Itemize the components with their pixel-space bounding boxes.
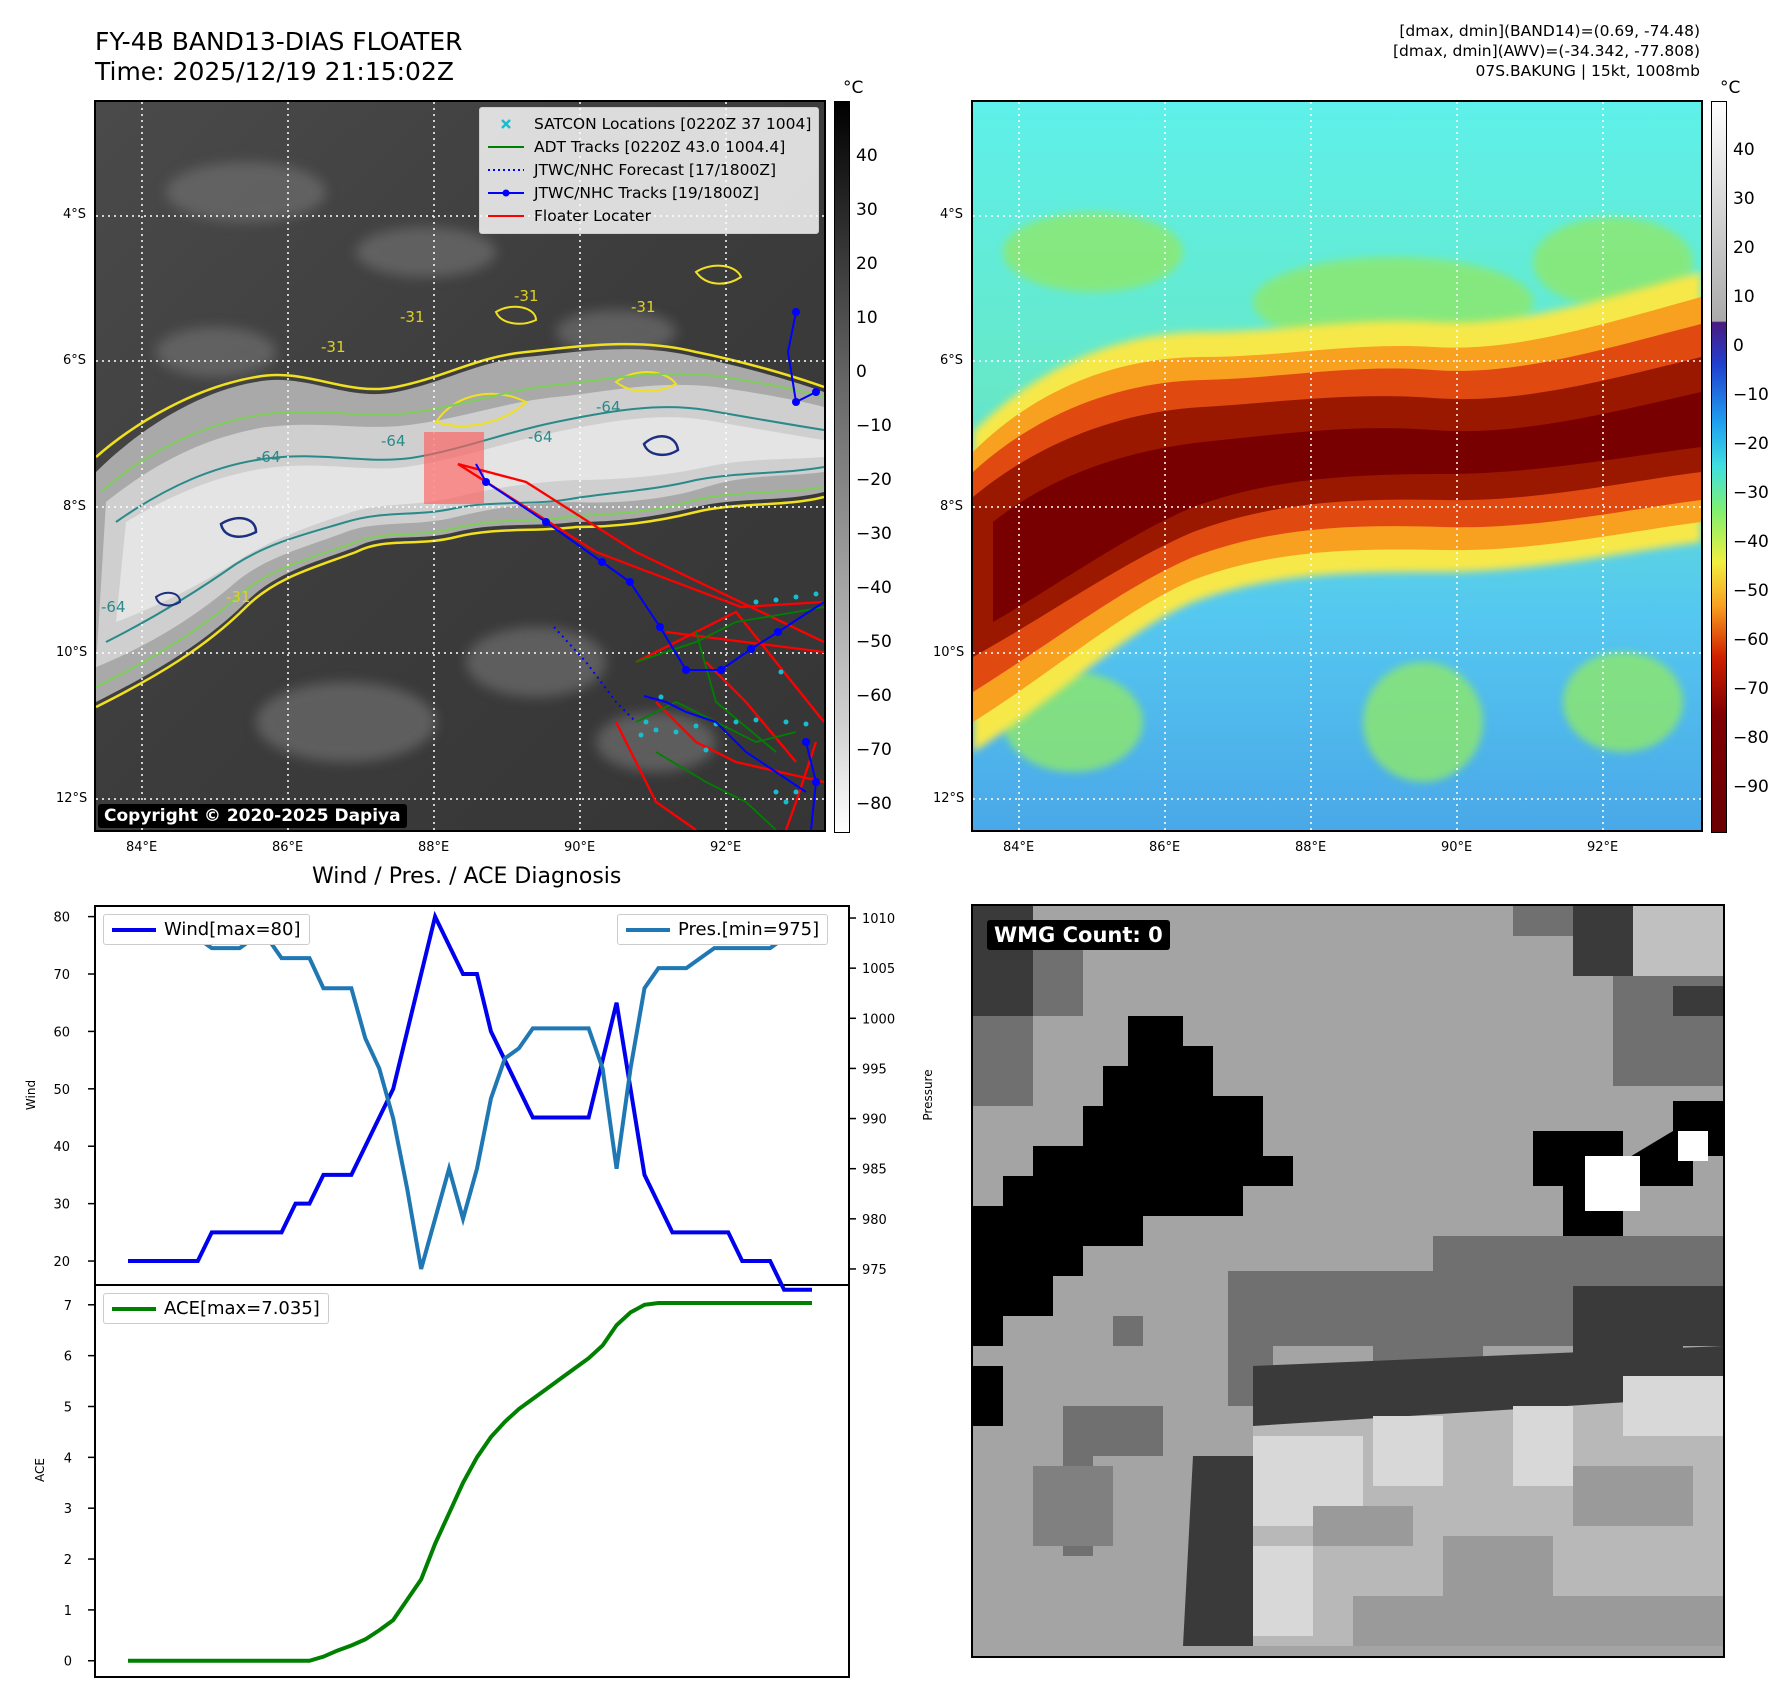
line-icon xyxy=(112,1306,156,1311)
pressure-axis-tick-label: 985 xyxy=(862,1163,887,1178)
contour-label: -31 xyxy=(226,588,251,606)
color-map-panel xyxy=(971,100,1703,832)
dotted-line-icon xyxy=(488,163,524,177)
ace-axis-tick-label: 0 xyxy=(64,1655,72,1670)
lat-label: 8°S xyxy=(63,499,87,514)
wind-axis-tick-label: 70 xyxy=(53,968,70,983)
color-map-image xyxy=(973,102,1701,830)
contour-label: -64 xyxy=(596,398,621,416)
ace-axis-tick-label: 4 xyxy=(64,1451,72,1466)
lat-label: 12°S xyxy=(933,791,965,806)
lat-label: 10°S xyxy=(933,645,965,660)
wind-axis-tick-label: 50 xyxy=(53,1083,70,1098)
ir-map-panel: -31 -31 -31 -31 -64 -64 -64 -64 -64 -31 xyxy=(94,100,826,832)
ace-axis-tick-label: 7 xyxy=(64,1299,72,1314)
wind-legend: Wind[max=80] xyxy=(103,914,310,945)
legend-jtwc-forecast: JTWC/NHC Forecast [17/1800Z] xyxy=(480,158,818,181)
lat-label: 12°S xyxy=(56,791,88,806)
wmg-image xyxy=(973,906,1723,1656)
x-marker-icon xyxy=(488,117,524,131)
ace-legend: ACE[max=7.035] xyxy=(103,1293,329,1324)
contour-label: -64 xyxy=(256,448,281,466)
lon-label: 86°E xyxy=(272,840,304,855)
info-awv: [dmax, dmin](AWV)=(-34.342, -77.808) xyxy=(1393,42,1700,60)
lon-label: 92°E xyxy=(1587,840,1619,855)
contour-label: -64 xyxy=(101,598,126,616)
figure-title: FY-4B BAND13-DIAS FLOATER xyxy=(95,27,463,56)
wmg-panel: WMG Count: 0 xyxy=(971,904,1725,1658)
pressure-axis-tick-label: 995 xyxy=(862,1062,887,1077)
lon-label: 90°E xyxy=(564,840,596,855)
wind-axis-label: Wind xyxy=(24,1080,38,1110)
pressure-axis-tick-label: 990 xyxy=(862,1113,887,1128)
lat-label: 4°S xyxy=(940,207,964,222)
ace-axis-tick-label: 3 xyxy=(64,1502,72,1517)
pressure-axis-tick-label: 1010 xyxy=(862,912,895,927)
lon-label: 84°E xyxy=(126,840,158,855)
ace-axis-tick-label: 1 xyxy=(64,1604,72,1619)
lon-label: 86°E xyxy=(1149,840,1181,855)
legend-jtwc-tracks: JTWC/NHC Tracks [19/1800Z] xyxy=(480,181,818,204)
wind-axis-tick-label: 60 xyxy=(53,1025,70,1040)
legend-adt: ADT Tracks [0220Z 43.0 1004.4] xyxy=(480,135,818,158)
lat-label: 10°S xyxy=(56,645,88,660)
lon-label: 90°E xyxy=(1441,840,1473,855)
wind-axis-tick-label: 20 xyxy=(53,1255,70,1270)
lat-label: 6°S xyxy=(940,353,964,368)
wmg-count-badge: WMG Count: 0 xyxy=(987,920,1170,950)
gray-colorbar xyxy=(834,101,850,833)
lon-label: 88°E xyxy=(1295,840,1327,855)
contour-label: -31 xyxy=(321,338,346,356)
legend-satcon: SATCON Locations [0220Z 37 1004] xyxy=(480,112,818,135)
legend-floater: Floater Locater xyxy=(480,204,818,227)
line-icon xyxy=(112,927,156,932)
lat-label: 8°S xyxy=(940,499,964,514)
lat-label: 6°S xyxy=(63,353,87,368)
ace-axis-tick-label: 6 xyxy=(64,1350,72,1365)
lon-label: 84°E xyxy=(1003,840,1035,855)
ace-axis-label: ACE xyxy=(33,1458,47,1482)
pressure-axis-tick-label: 1005 xyxy=(862,962,895,977)
contour-label: -64 xyxy=(528,428,553,446)
wind-axis-tick-label: 40 xyxy=(53,1140,70,1155)
diagnosis-frame xyxy=(94,905,850,1678)
color-colorbar xyxy=(1711,101,1727,833)
pressure-axis-tick-label: 975 xyxy=(862,1263,887,1278)
wind-series-line xyxy=(128,910,812,1292)
lat-label: 4°S xyxy=(63,207,87,222)
pressure-series-line xyxy=(128,936,812,1270)
line-icon xyxy=(626,927,670,932)
dot-line-icon xyxy=(488,186,524,200)
lon-label: 92°E xyxy=(710,840,742,855)
map-legend: SATCON Locations [0220Z 37 1004] ADT Tra… xyxy=(479,107,819,234)
pressure-axis-label: Pressure xyxy=(921,1069,935,1120)
copyright-badge: Copyright © 2020-2025 Dapiya xyxy=(98,804,407,828)
line-icon xyxy=(488,140,524,154)
diagnosis-title: Wind / Pres. / ACE Diagnosis xyxy=(312,864,622,889)
figure-time: Time: 2025/12/19 21:15:02Z xyxy=(95,57,454,86)
wind-axis-tick-label: 80 xyxy=(53,911,70,926)
pressure-legend: Pres.[min=975] xyxy=(617,914,829,945)
ace-axis-tick-label: 2 xyxy=(64,1553,72,1568)
line-icon xyxy=(488,209,524,223)
contour-label: -31 xyxy=(400,308,425,326)
lon-label: 88°E xyxy=(418,840,450,855)
contour-label: -31 xyxy=(514,287,539,305)
pressure-axis-tick-label: 1000 xyxy=(862,1012,895,1027)
pressure-axis-tick-label: 980 xyxy=(862,1213,887,1228)
colorbar-unit: °C xyxy=(1720,78,1741,98)
info-storm: 07S.BAKUNG | 15kt, 1008mb xyxy=(1475,62,1700,80)
info-band14: [dmax, dmin](BAND14)=(0.69, -74.48) xyxy=(1399,22,1700,40)
contour-label: -31 xyxy=(631,298,656,316)
contour-label: -64 xyxy=(381,432,406,450)
ace-series-line xyxy=(128,1301,812,1663)
ace-axis-tick-label: 5 xyxy=(64,1400,72,1415)
wind-axis-tick-label: 30 xyxy=(53,1198,70,1213)
colorbar-unit: °C xyxy=(843,78,864,98)
